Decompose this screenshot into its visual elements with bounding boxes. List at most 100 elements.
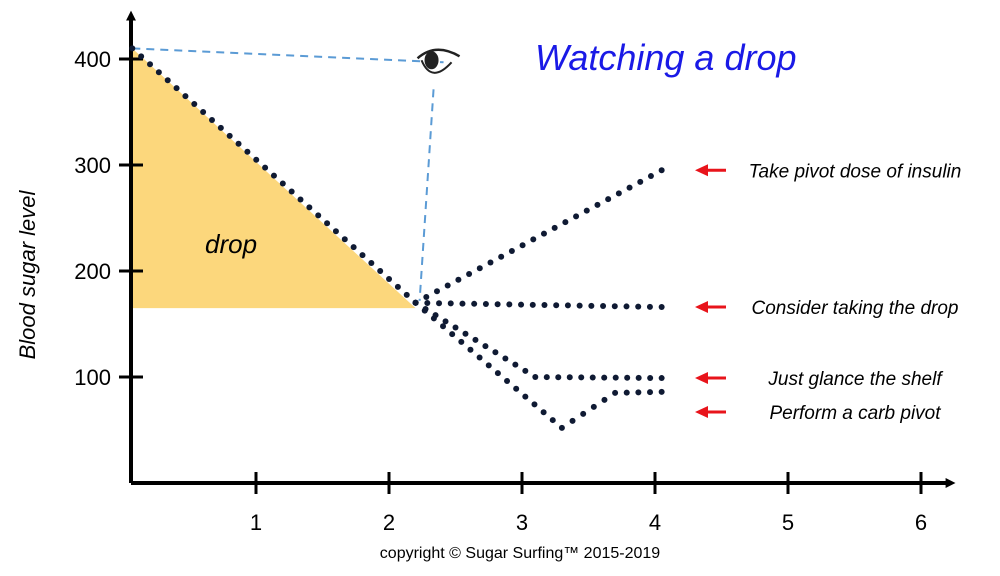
series-2-dot [646, 303, 653, 310]
drop-region-label: drop [205, 229, 257, 259]
series-4-dot [467, 346, 474, 353]
series-1-dot [530, 236, 537, 243]
series-3-dot [492, 349, 499, 356]
series-1-dot [626, 184, 633, 191]
series-0-dot [244, 148, 251, 155]
y-tick-label: 200 [74, 259, 111, 284]
y-tick-label: 300 [74, 153, 111, 178]
series-4-dot [531, 401, 538, 408]
annotation-arrow-head [695, 301, 708, 314]
series-2-dot [576, 302, 583, 309]
series-0-dot [350, 244, 357, 251]
series-0-dot [129, 45, 136, 52]
series-4-dot [658, 388, 665, 395]
series-3-dot [462, 330, 469, 337]
sightline-down [418, 89, 435, 301]
series-3-dot [442, 318, 449, 325]
series-2-dot [424, 300, 431, 307]
series-4-dot [440, 323, 447, 330]
series-0-dot [208, 116, 215, 123]
series-3-dot [612, 374, 619, 381]
series-4-dot [612, 389, 619, 396]
x-tick-label: 4 [649, 510, 661, 535]
series-0-dot [253, 156, 260, 163]
x-tick-label: 3 [516, 510, 528, 535]
series-2-dot [564, 302, 571, 309]
series-2-dot [436, 300, 443, 307]
series-3-dot [522, 367, 529, 374]
series-0-dot [368, 260, 375, 267]
series-4-dot [504, 377, 511, 384]
series-2-dot [471, 300, 478, 307]
series-4-dot [485, 362, 492, 369]
series-0-dot [279, 180, 286, 187]
series-3-dot [635, 374, 642, 381]
annotation-arrow-head [695, 405, 708, 418]
series-0-dot [138, 53, 145, 60]
series-4-dot [569, 417, 576, 424]
series-0-dot [359, 252, 366, 259]
series-0-dot [341, 236, 348, 243]
series-1-dot [455, 276, 462, 283]
series-0-dot [182, 93, 189, 100]
series-3-dot [532, 374, 539, 380]
series-4-dot [449, 331, 456, 338]
series-4-dot [558, 424, 565, 431]
series-4-dot [494, 370, 501, 377]
series-1-dot [658, 167, 665, 174]
series-3-dot [482, 343, 489, 350]
series-2-dot [635, 303, 642, 310]
series-0-dot [270, 172, 277, 179]
chart-title: Watching a drop [535, 37, 797, 78]
series-4-dot [647, 389, 654, 396]
series-1-dot [444, 282, 451, 289]
series-2-dot [658, 304, 665, 311]
sightline-top [132, 47, 444, 64]
y-axis-label: Blood sugar level [15, 190, 40, 360]
series-2-dot [447, 300, 454, 307]
annotation-label: Perform a carb pivot [769, 403, 941, 424]
series-3-dot [452, 324, 459, 331]
series-1-dot [540, 230, 547, 237]
annotation-label: Consider taking the drop [751, 298, 958, 319]
series-3-dot [472, 336, 479, 343]
series-0-dot [403, 291, 410, 298]
series-1-dot [637, 178, 644, 185]
series-4-dot [513, 385, 520, 392]
series-1-dot [615, 190, 622, 197]
series-1-dot [508, 247, 515, 254]
series-1-dot [594, 201, 601, 208]
series-0-dot [235, 140, 242, 147]
series-2-dot [482, 301, 489, 308]
x-tick-label: 1 [250, 510, 262, 535]
series-4-dot [540, 409, 547, 416]
series-1-dot [466, 270, 473, 277]
copyright-notice: copyright © Sugar Surfing™ 2015-2019 [380, 545, 661, 562]
series-4-dot [412, 299, 419, 306]
series-2-dot [600, 303, 607, 310]
series-3-dot [624, 374, 631, 381]
series-1-dot [605, 196, 612, 203]
series-1-dot [487, 259, 494, 266]
series-0-dot [191, 101, 198, 108]
series-0-dot [315, 212, 322, 219]
annotation-arrow-head [695, 164, 708, 177]
x-tick-label: 6 [915, 510, 927, 535]
series-2-dot [529, 301, 536, 308]
series-1-dot [476, 265, 483, 272]
y-tick-label: 400 [74, 47, 111, 72]
series-0-dot [324, 220, 331, 227]
series-0-dot [147, 61, 154, 68]
series-0-dot [164, 77, 171, 84]
series-1-dot [562, 219, 569, 226]
y-tick-label: 100 [74, 365, 111, 390]
series-2-dot [611, 303, 618, 310]
series-3-dot [578, 374, 585, 381]
series-4-dot [522, 393, 529, 400]
series-2-dot [459, 300, 466, 307]
series-1-dot [433, 288, 440, 295]
eye-icon [416, 48, 461, 74]
series-1-dot [573, 213, 580, 220]
series-3-dot [647, 374, 654, 381]
